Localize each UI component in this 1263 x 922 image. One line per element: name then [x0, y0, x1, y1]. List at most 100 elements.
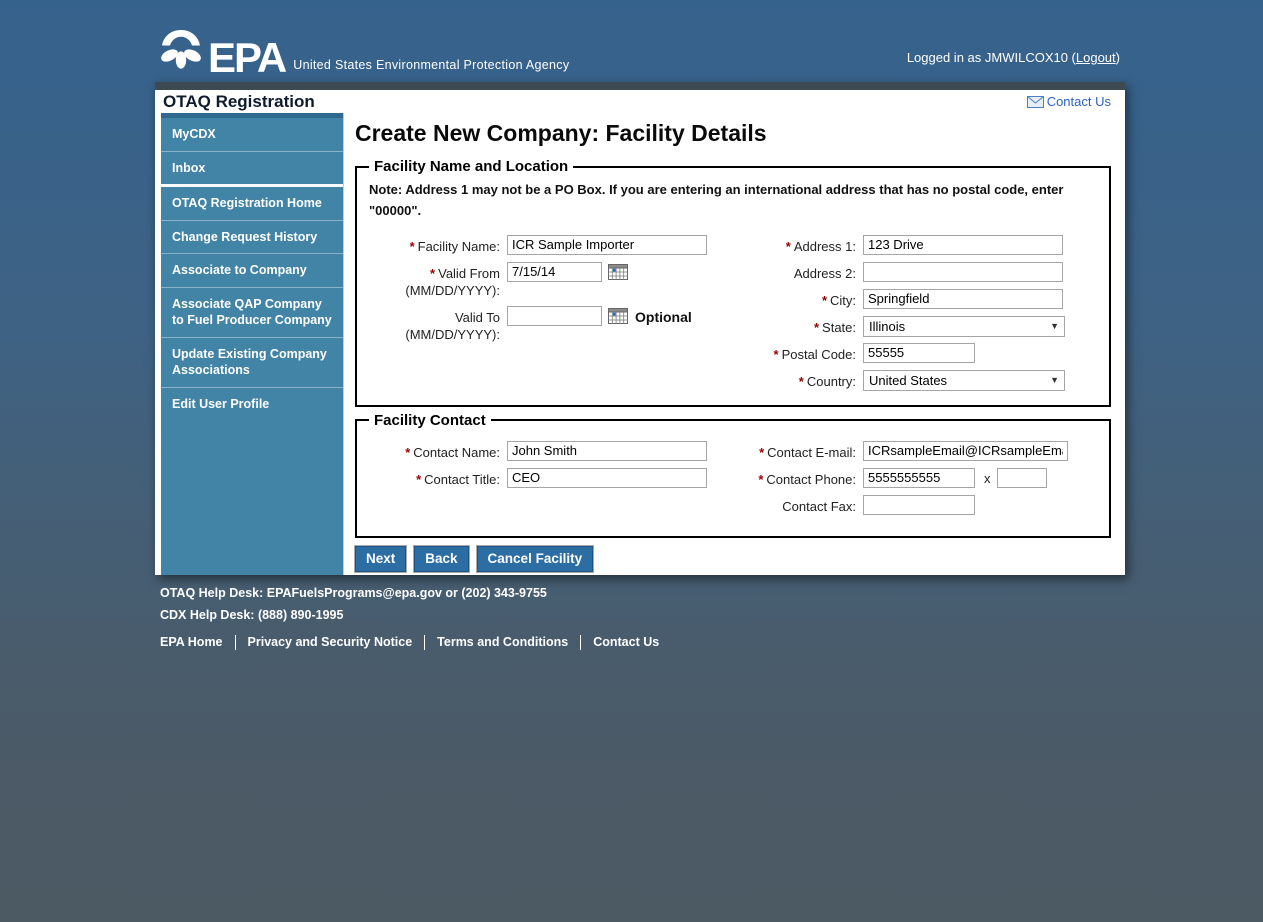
- sidebar-item-change-request-history[interactable]: Change Request History: [161, 221, 343, 254]
- agency-name: United States Environmental Protection A…: [293, 58, 570, 72]
- valid-to-row: Valid To (MM/DD/YYYY):: [367, 305, 723, 344]
- sidebar-item-inbox[interactable]: Inbox: [161, 152, 343, 187]
- contact-name-label: * Contact Name:: [405, 444, 500, 460]
- state-label: * State:: [813, 319, 856, 335]
- postal-code-row: * Postal Code:: [723, 342, 1099, 364]
- city-input[interactable]: [863, 288, 1063, 309]
- footer-separator: [234, 634, 236, 650]
- contact-email-label: * Contact E-mail:: [759, 444, 856, 460]
- sidebar-item-otaq-registration-home[interactable]: OTAQ Registration Home: [161, 187, 343, 221]
- contact-email-row: * Contact E-mail:: [723, 440, 1099, 462]
- form-buttons: Next Back Cancel Facility: [355, 545, 1111, 572]
- facility-section-legend: Facility Name and Location: [374, 158, 569, 175]
- sidebar: MyCDX Inbox OTAQ Registration Home Chang…: [161, 113, 344, 575]
- facility-name-label: * Facility Name:: [409, 238, 500, 254]
- state-row: * State: Illinois ▼: [723, 315, 1099, 337]
- login-close: ): [1115, 50, 1120, 65]
- epa-logo: EPA United States Environmental Protecti…: [158, 28, 570, 82]
- footer-link-epa-home[interactable]: EPA Home: [160, 635, 223, 649]
- phone-extension-label: x: [984, 470, 991, 486]
- content-box: OTAQ Registration Contact Us MyCDX Inbox…: [155, 82, 1125, 575]
- contact-phone-row: *Contact Phone: x: [723, 467, 1099, 489]
- required-marker: *: [430, 265, 436, 281]
- chevron-down-icon: ▼: [1050, 375, 1059, 386]
- next-button[interactable]: Next: [355, 545, 407, 572]
- address1-row: * Address 1:: [723, 234, 1099, 256]
- main-content: Create New Company: Facility Details Fac…: [344, 113, 1125, 575]
- required-marker: *: [759, 444, 765, 460]
- required-marker: *: [758, 471, 764, 487]
- page-footer: OTAQ Help Desk: EPAFuelsPrograms@epa.gov…: [160, 586, 660, 650]
- required-marker: *: [798, 373, 804, 389]
- facility-contact-section: Facility Contact *Contact Name: *Contact…: [355, 411, 1111, 538]
- box-top-bar: [155, 82, 1125, 90]
- valid-to-calendar-icon[interactable]: [608, 307, 628, 324]
- required-marker: *: [773, 346, 779, 362]
- required-marker: *: [813, 319, 820, 335]
- footer-link-privacy[interactable]: Privacy and Security Notice: [247, 635, 413, 649]
- cancel-facility-button[interactable]: Cancel Facility: [476, 545, 594, 572]
- footer-link-contact-us[interactable]: Contact Us: [593, 635, 660, 649]
- country-label: * Country:: [798, 373, 856, 389]
- postal-code-label: * Postal Code:: [773, 346, 857, 362]
- login-text: Logged in as JMWILCOX10 (: [906, 50, 1076, 65]
- footer-links: EPA Home Privacy and Security Notice Ter…: [160, 634, 660, 650]
- postal-code-input[interactable]: [863, 342, 975, 363]
- contact-email-input[interactable]: [863, 440, 1068, 461]
- sidebar-item-update-existing-associations[interactable]: Update Existing Company Associations: [161, 338, 343, 388]
- sidebar-top-strip: [161, 113, 343, 118]
- epa-flower-icon: [158, 28, 204, 75]
- contact-phone-label: * Contact Phone:: [758, 471, 856, 487]
- address2-input[interactable]: [863, 261, 1063, 282]
- facility-name-row: * Facility Name:: [367, 234, 723, 256]
- sidebar-item-mycdx[interactable]: MyCDX: [161, 118, 343, 152]
- facility-name-location-section: Facility Name and Location Note: Address…: [355, 158, 1111, 407]
- phone-extension-input[interactable]: [996, 467, 1047, 488]
- contact-phone-input[interactable]: [863, 467, 975, 488]
- address1-label: * Address 1:: [785, 238, 856, 254]
- back-button[interactable]: Back: [414, 545, 469, 572]
- page-title: Create New Company: Facility Details: [355, 120, 767, 146]
- country-select[interactable]: United States ▼: [863, 369, 1065, 391]
- address1-input[interactable]: [863, 234, 1063, 255]
- contact-title-row: * Contact Title:: [367, 467, 723, 489]
- login-status: Logged in as JMWILCOX10 (Logout): [907, 50, 1120, 65]
- state-select[interactable]: Illinois ▼: [863, 315, 1065, 337]
- facility-name-input[interactable]: [507, 234, 707, 255]
- contact-name-input[interactable]: [507, 440, 707, 461]
- epa-logo-text: EPA: [208, 34, 287, 82]
- sidebar-item-edit-user-profile[interactable]: Edit User Profile: [172, 396, 270, 411]
- required-marker: *: [409, 238, 415, 254]
- footer-separator: [580, 634, 582, 650]
- country-row: * Country: United States ▼: [723, 369, 1099, 391]
- state-select-value: Illinois: [869, 318, 906, 334]
- optional-label: Optional: [635, 308, 692, 325]
- sidebar-item-associate-to-company[interactable]: Associate to Company: [161, 254, 343, 288]
- contact-title-input[interactable]: [507, 467, 707, 488]
- contact-us-link[interactable]: Contact Us: [1026, 94, 1111, 109]
- contact-fax-input[interactable]: [863, 494, 975, 515]
- city-row: * City:: [723, 288, 1099, 310]
- country-select-value: United States: [869, 372, 948, 388]
- contact-title-label: * Contact Title:: [416, 471, 500, 487]
- app-title: OTAQ Registration: [163, 91, 315, 111]
- otaq-help-desk: OTAQ Help Desk: EPAFuelsPrograms@epa.gov…: [160, 586, 547, 600]
- valid-from-calendar-icon[interactable]: [608, 263, 628, 280]
- title-row: OTAQ Registration Contact Us: [155, 90, 1125, 113]
- envelope-icon: [1026, 95, 1044, 108]
- footer-link-terms[interactable]: Terms and Conditions: [437, 635, 569, 649]
- cdx-help-desk: CDX Help Desk: (888) 890-1995: [160, 607, 344, 622]
- footer-separator: [424, 634, 426, 650]
- chevron-down-icon: ▼: [1050, 321, 1059, 332]
- sidebar-item-associate-qap-company[interactable]: Associate QAP Company to Fuel Producer C…: [161, 288, 343, 338]
- address2-label: Address 2:: [793, 265, 856, 281]
- valid-from-input[interactable]: [507, 261, 602, 282]
- address-note: Note: Address 1 may not be a PO Box. If …: [369, 182, 1064, 218]
- contact-section-legend: Facility Contact: [374, 411, 486, 429]
- valid-to-input[interactable]: [507, 305, 602, 326]
- contact-us-label: Contact Us: [1046, 94, 1111, 109]
- required-marker: *: [785, 238, 791, 254]
- required-marker: *: [821, 292, 827, 308]
- valid-from-label: * Valid From (MM/DD/YYYY):: [405, 265, 500, 299]
- logout-link[interactable]: Logout: [1075, 50, 1116, 65]
